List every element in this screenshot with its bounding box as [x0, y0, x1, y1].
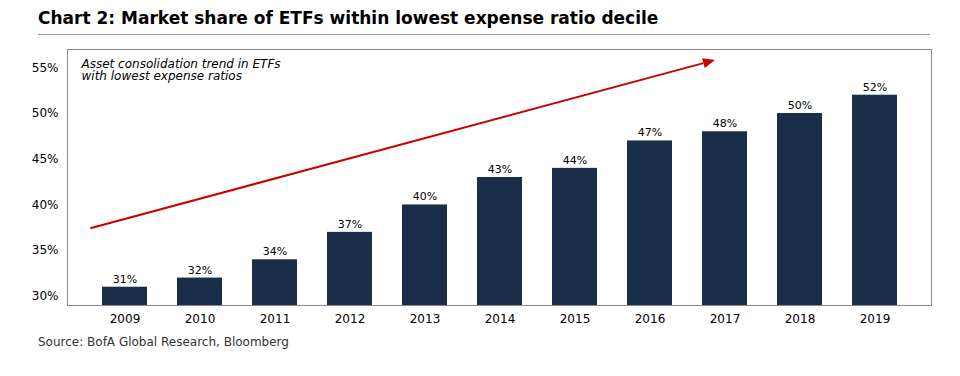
svg-text:40%: 40% — [413, 190, 437, 203]
svg-text:55%: 55% — [32, 61, 59, 75]
svg-text:44%: 44% — [563, 154, 587, 167]
svg-text:2011: 2011 — [260, 312, 291, 326]
html-text:Chart 2: Market share of ETFs: Chart 2: Market share of ETFs within low… — [38, 8, 659, 28]
svg-text:2017: 2017 — [710, 312, 741, 326]
svg-text:35%: 35% — [32, 243, 59, 257]
svg-text:2014: 2014 — [485, 312, 516, 326]
svg-text:2018: 2018 — [785, 312, 816, 326]
svg-text:43%: 43% — [488, 163, 512, 176]
svg-text:50%: 50% — [32, 106, 59, 120]
svg-text:Asset consolidation trend in E: Asset consolidation trend in ETFswith lo… — [81, 57, 281, 83]
svg-text:2016: 2016 — [635, 312, 666, 326]
svg-text:48%: 48% — [713, 117, 737, 130]
svg-text:30%: 30% — [32, 289, 59, 303]
svg-text:31%: 31% — [113, 273, 137, 286]
svg-text:50%: 50% — [788, 99, 812, 112]
svg-text:34%: 34% — [263, 245, 287, 258]
svg-text:37%: 37% — [338, 218, 362, 231]
svg-text:2012: 2012 — [335, 312, 366, 326]
svg-text:2010: 2010 — [185, 312, 216, 326]
svg-text:47%: 47% — [638, 126, 662, 139]
svg-text:32%: 32% — [188, 264, 212, 277]
svg-text:45%: 45% — [32, 152, 59, 166]
svg-text:2009: 2009 — [110, 312, 141, 326]
svg-text:2015: 2015 — [560, 312, 591, 326]
svg-text:52%: 52% — [863, 81, 887, 94]
html-text:Source: BofA Global Research,: Source: BofA Global Research, Bloomberg — [38, 335, 289, 349]
svg-text:2019: 2019 — [860, 312, 891, 326]
svg-text:40%: 40% — [32, 198, 59, 212]
svg-text:2013: 2013 — [410, 312, 441, 326]
